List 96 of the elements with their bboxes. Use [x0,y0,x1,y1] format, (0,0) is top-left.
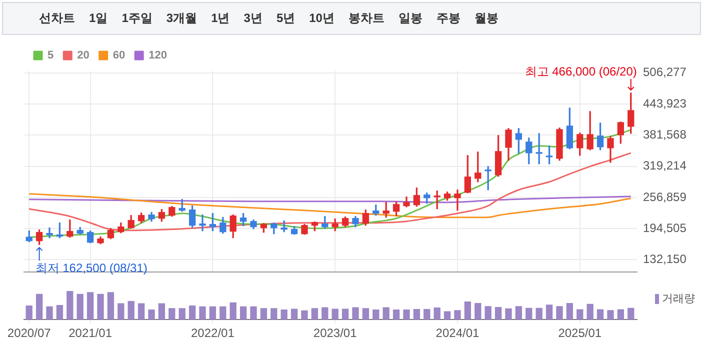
bar [413,308,420,320]
bar [76,294,84,320]
bar [596,309,604,320]
bar [168,308,176,320]
bar [270,308,278,320]
y-tick-label: 506,277 [643,65,687,80]
bar [290,308,298,320]
x-tick-label: 2023/01 [313,326,358,340]
bar [372,310,380,320]
legend-label: 120 [148,50,167,62]
text: 1일 [89,10,108,27]
bar [250,306,257,320]
bar [484,306,492,320]
bar [128,300,134,320]
bar [536,308,542,320]
bar [628,308,634,320]
text: 10년 [309,10,334,27]
bar [494,306,502,320]
bar [56,304,64,320]
y-tick-label: 381,568 [643,127,687,142]
x-tick-label: 2022/01 [191,326,235,340]
text: 3년 [244,10,262,27]
bar [209,306,216,320]
bar [586,304,594,320]
bar [260,308,268,320]
bar [424,308,430,320]
bar [97,294,104,320]
bar [322,307,328,320]
candlestick [46,228,53,238]
bar [515,306,522,320]
annotation: 최고 466,000 (06/20) [524,64,637,78]
bar [464,302,472,320]
legend-label: 60 [112,50,126,62]
bar [546,304,553,320]
y-tick-label: 319,214 [643,158,687,173]
bar [188,306,196,320]
bar [332,308,338,320]
bar [86,292,94,320]
bar [66,291,74,320]
legend-label: 거래량 [662,292,695,306]
text: 3개월 [166,10,198,27]
line-series [28,193,632,218]
bar [576,309,584,320]
bar [444,311,451,320]
bar [526,308,532,320]
bar [311,308,318,320]
bar [342,308,349,320]
bar [607,310,614,320]
bar [26,306,32,320]
bar [118,303,124,320]
x-tick-label: 2021/01 [68,326,112,340]
bar [178,308,186,320]
x-tick-label: 2025/01 [558,326,602,340]
x-tick-label: 2024/01 [436,326,480,340]
bar [220,306,226,320]
x-tick-label: 2020/07 [7,326,52,340]
bar [362,308,370,320]
bar [138,303,145,320]
legend-label: 5 [48,50,54,62]
text: 봉차트 [348,10,384,27]
y-tick-label: 443,923 [643,96,687,110]
text: 월봉 [474,10,498,27]
bar [403,310,410,320]
text: 선차트 [39,10,75,27]
bar [474,302,482,320]
candlestick [199,214,206,232]
bar [280,310,288,320]
text: 1년 [211,10,230,27]
bar [148,310,155,320]
candlestick [454,190,461,211]
bar [230,302,236,320]
text: 5년 [276,10,296,27]
bar [352,307,359,320]
bar [505,308,512,320]
bar [556,306,563,320]
legend-label: 20 [77,50,90,62]
bar [566,302,574,320]
bar [158,303,166,320]
bar [392,310,400,320]
bar [382,307,390,320]
bar [454,310,461,320]
bar [434,308,440,320]
y-tick-label: 194,505 [643,220,687,235]
text: 주봉 [436,10,460,27]
annotation: 최저 162,500 (08/31) [35,260,148,275]
text: 1주일 [122,10,152,27]
text: 일봉 [398,10,422,27]
bar [36,294,43,320]
y-tick-label: 256,859 [643,190,687,204]
bar [617,309,624,320]
bar [301,310,308,320]
bar [46,306,53,320]
bar [199,306,206,320]
y-tick-label: 132,150 [643,252,687,266]
bar [107,292,114,320]
bar [240,306,247,320]
